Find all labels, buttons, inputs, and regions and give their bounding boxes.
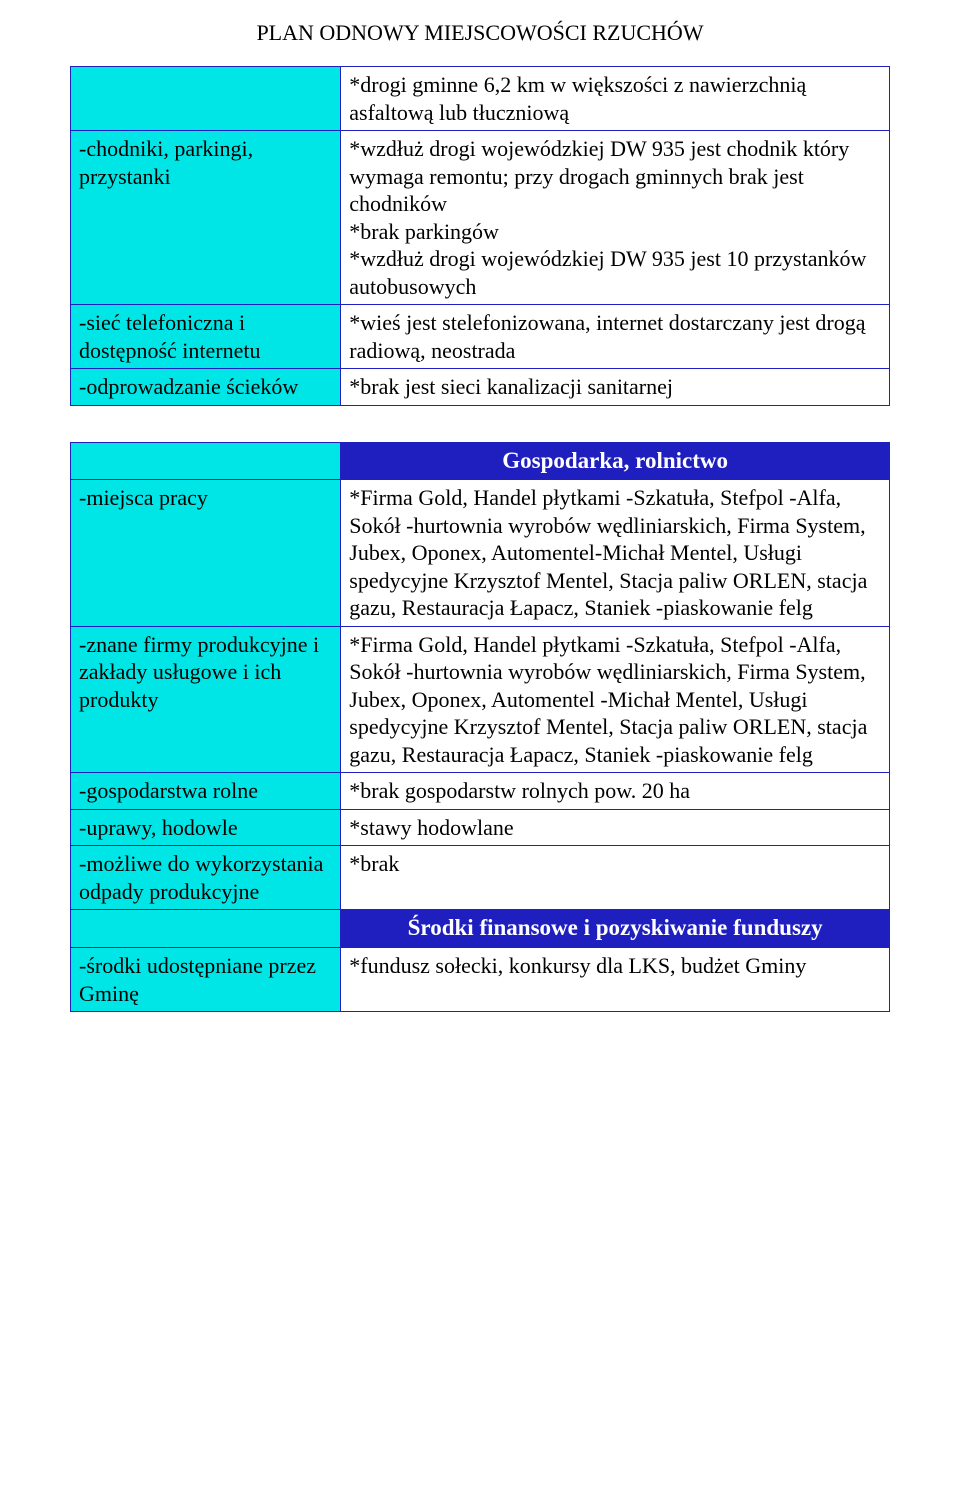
- row-label: -sieć telefoniczna i dostępność internet…: [71, 305, 341, 369]
- table-header-row: Gospodarka, rolnictwo: [71, 442, 890, 480]
- table-row: -uprawy, hodowle *stawy hodowlane: [71, 809, 890, 846]
- row-value: *fundusz sołecki, konkursy dla LKS, budż…: [341, 948, 890, 1012]
- row-value: *drogi gminne 6,2 km w większości z nawi…: [341, 67, 890, 131]
- row-value: *wzdłuż drogi wojewódzkiej DW 935 jest c…: [341, 131, 890, 305]
- table-economy: Gospodarka, rolnictwo -miejsca pracy *Fi…: [70, 442, 890, 1013]
- header-empty: [71, 910, 341, 948]
- row-label: -odprowadzanie ścieków: [71, 369, 341, 406]
- section-header: Środki finansowe i pozyskiwanie funduszy: [341, 910, 890, 948]
- row-value: *stawy hodowlane: [341, 809, 890, 846]
- table-row: -miejsca pracy *Firma Gold, Handel płytk…: [71, 480, 890, 627]
- table-infrastructure: *drogi gminne 6,2 km w większości z nawi…: [70, 66, 890, 406]
- row-value: *Firma Gold, Handel płytkami -Szkatuła, …: [341, 480, 890, 627]
- table-row: -środki udostępniane przez Gminę *fundus…: [71, 948, 890, 1012]
- table-row: -sieć telefoniczna i dostępność internet…: [71, 305, 890, 369]
- table-row: -odprowadzanie ścieków *brak jest sieci …: [71, 369, 890, 406]
- table-row: -gospodarstwa rolne *brak gospodarstw ro…: [71, 773, 890, 810]
- table-row: *drogi gminne 6,2 km w większości z nawi…: [71, 67, 890, 131]
- row-label: -środki udostępniane przez Gminę: [71, 948, 341, 1012]
- row-label: -możliwe do wykorzystania odpady produkc…: [71, 846, 341, 910]
- row-value: *brak jest sieci kanalizacji sanitarnej: [341, 369, 890, 406]
- table-row: -chodniki, parkingi, przystanki *wzdłuż …: [71, 131, 890, 305]
- header-empty: [71, 442, 341, 480]
- row-value: *wieś jest stelefonizowana, internet dos…: [341, 305, 890, 369]
- row-label: -gospodarstwa rolne: [71, 773, 341, 810]
- row-value: *Firma Gold, Handel płytkami -Szkatuła, …: [341, 626, 890, 773]
- row-value: *brak: [341, 846, 890, 910]
- row-label: [71, 67, 341, 131]
- row-label: -miejsca pracy: [71, 480, 341, 627]
- row-label: -znane firmy produkcyjne i zakłady usług…: [71, 626, 341, 773]
- table-header-row: Środki finansowe i pozyskiwanie funduszy: [71, 910, 890, 948]
- section-header: Gospodarka, rolnictwo: [341, 442, 890, 480]
- row-value: *brak gospodarstw rolnych pow. 20 ha: [341, 773, 890, 810]
- row-label: -chodniki, parkingi, przystanki: [71, 131, 341, 305]
- table-row: -znane firmy produkcyjne i zakłady usług…: [71, 626, 890, 773]
- table-row: -możliwe do wykorzystania odpady produkc…: [71, 846, 890, 910]
- row-label: -uprawy, hodowle: [71, 809, 341, 846]
- page-title: PLAN ODNOWY MIEJSCOWOŚCI RZUCHÓW: [70, 20, 890, 46]
